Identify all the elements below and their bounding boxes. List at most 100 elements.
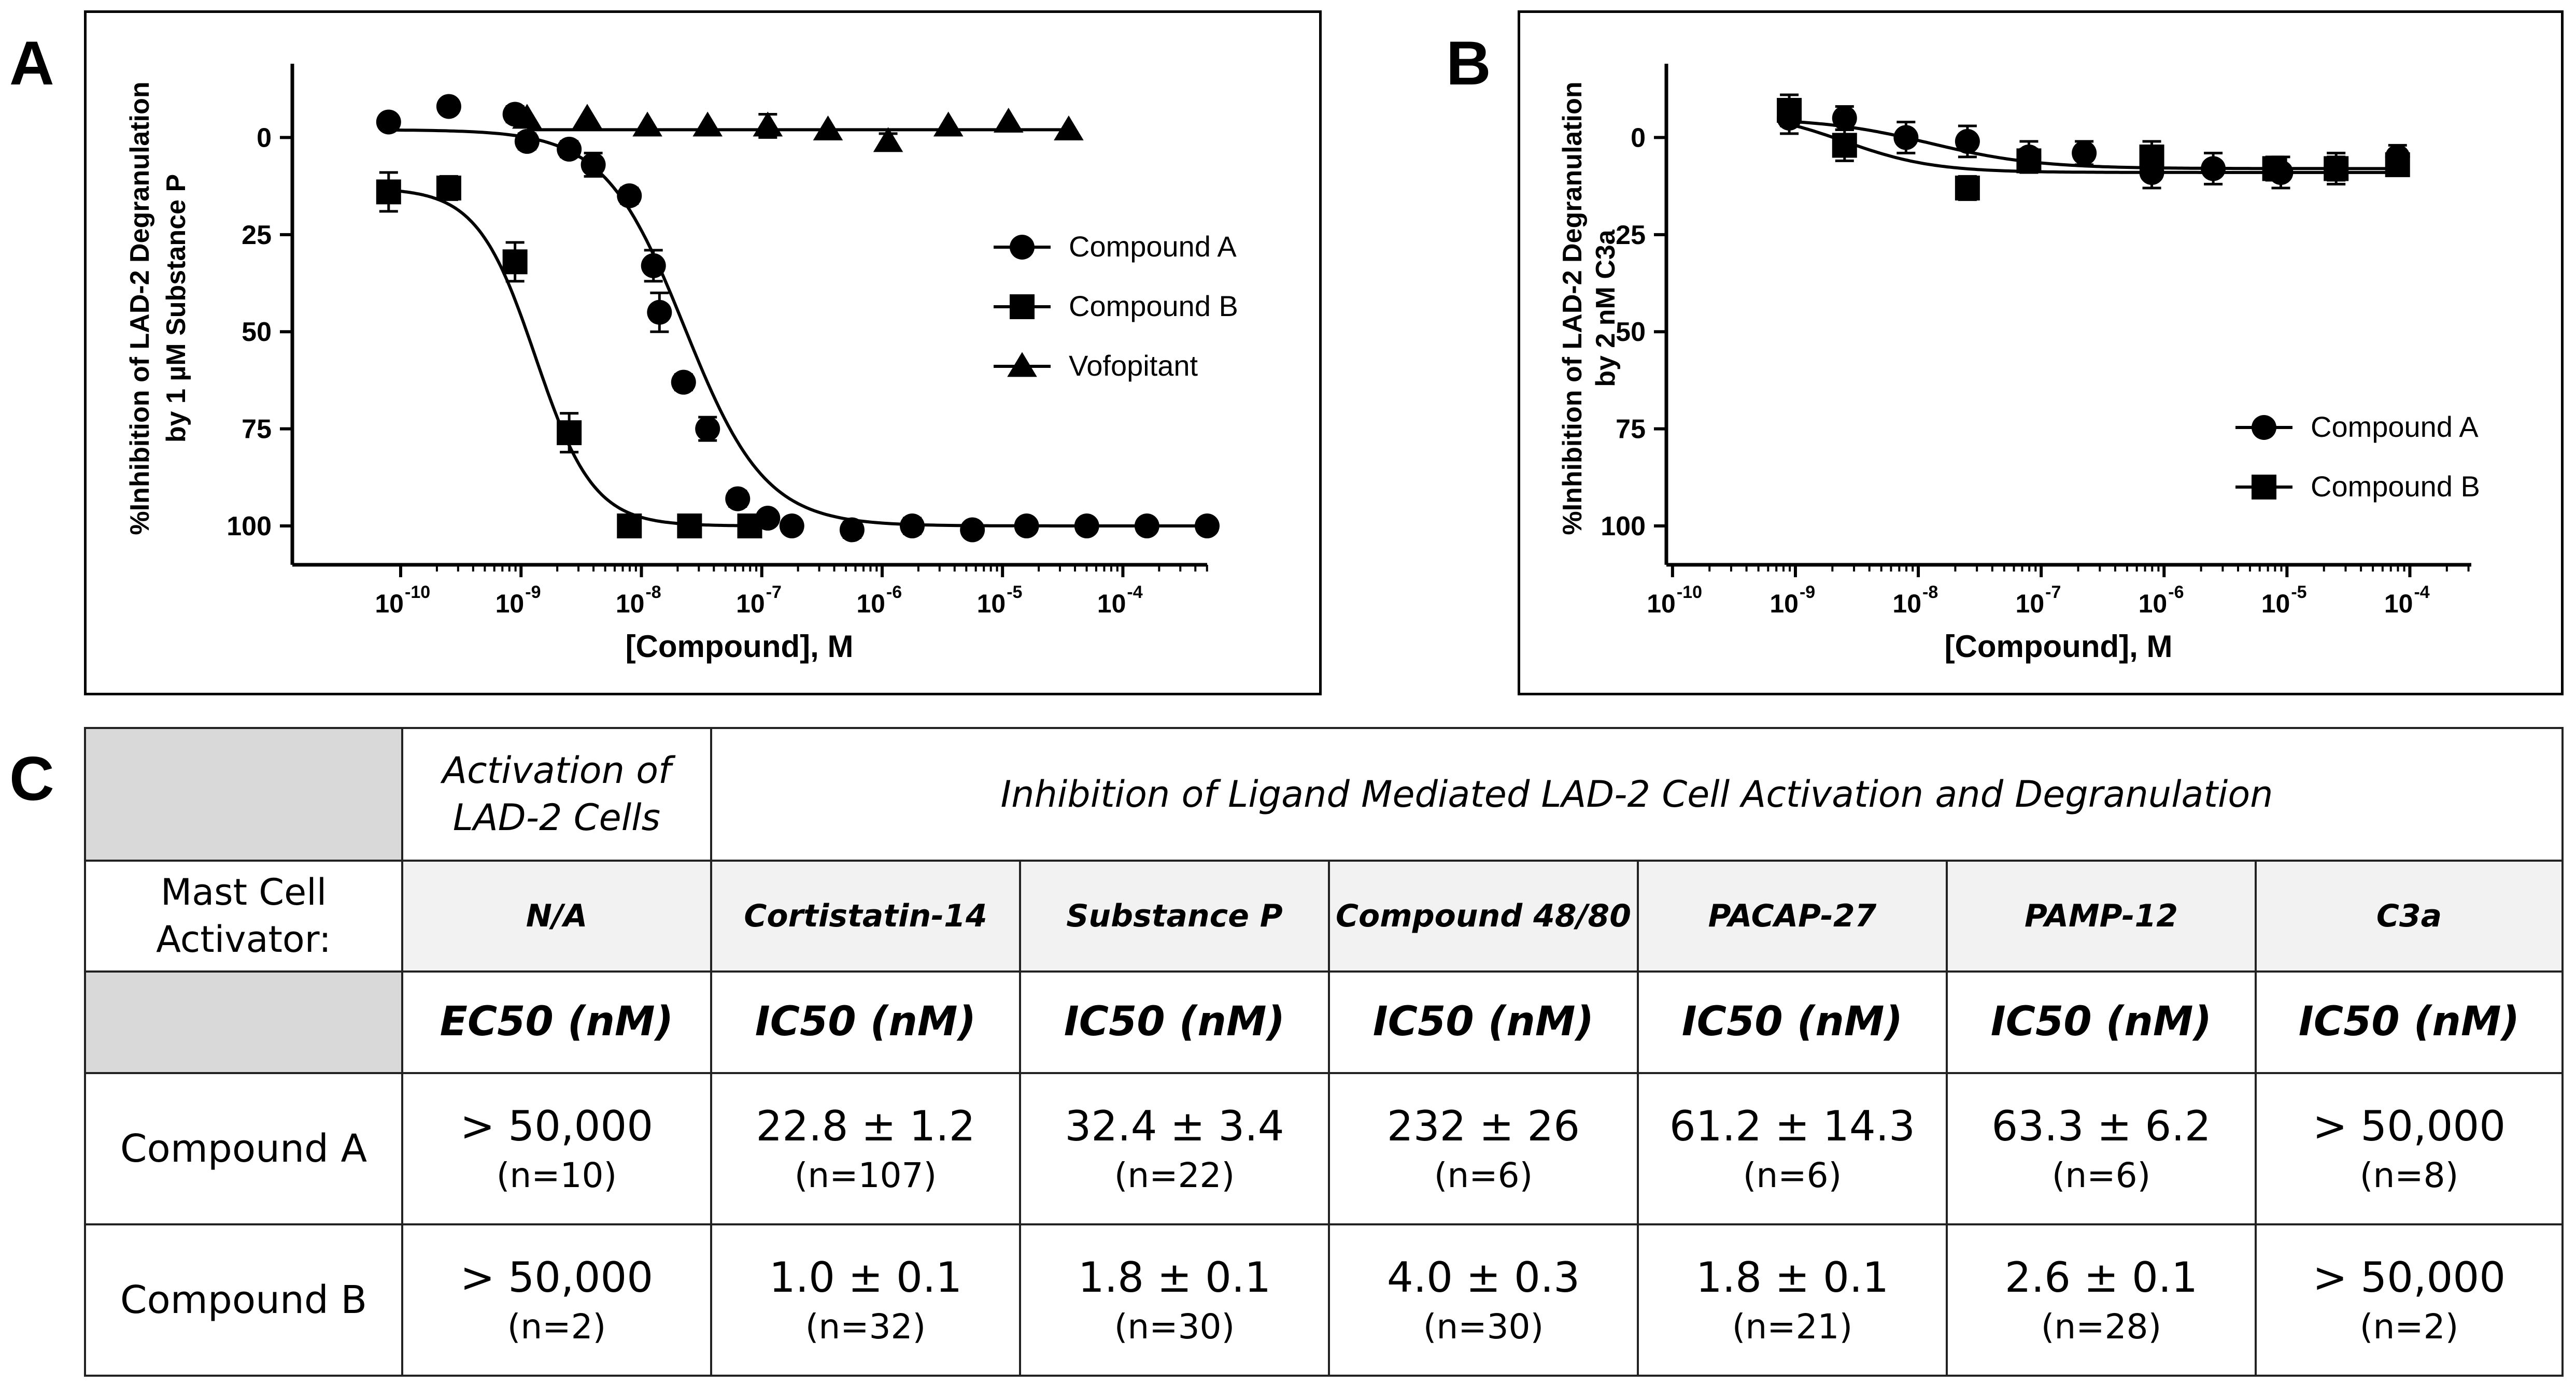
- data-point-triangle: [994, 107, 1024, 133]
- data-point-square: [2385, 152, 2410, 177]
- table-cell: 1.0 ± 0.1 (n=32): [710, 1223, 1021, 1377]
- y-tick-label: 25: [1616, 220, 1646, 250]
- y-tick-label: 100: [227, 511, 272, 541]
- data-point-circle: [1014, 513, 1039, 539]
- table-cell: 232 ± 26 (n=6): [1328, 1072, 1639, 1225]
- activator-cell: Substance P: [1019, 860, 1330, 973]
- data-point-triangle: [1054, 115, 1084, 140]
- y-tick-label: 0: [257, 123, 272, 153]
- x-tick-exponent: -5: [1007, 582, 1022, 602]
- data-point-square: [2016, 148, 2042, 174]
- x-tick-exponent: -6: [886, 582, 902, 602]
- legend-label: Compound B: [1069, 290, 1238, 322]
- activator-cell: PACAP-27: [1637, 860, 1948, 973]
- x-tick-label: 10: [375, 589, 404, 618]
- results-table: Activation of LAD-2 Cells Inhibition of …: [84, 727, 2564, 1377]
- data-point-triangle: [753, 111, 783, 137]
- x-tick-label: 10: [1892, 589, 1921, 618]
- data-point-circle: [436, 94, 461, 119]
- data-point-circle: [647, 299, 672, 325]
- y-axis-title-line1: %Inhibition of LAD-2 Degranulation: [1558, 81, 1588, 535]
- data-point-triangle: [512, 104, 542, 129]
- empty-units-cell: [84, 970, 403, 1074]
- unit-cell: IC50 (nM): [2254, 970, 2564, 1074]
- y-tick-label: 25: [242, 220, 272, 250]
- data-point-circle: [581, 152, 606, 177]
- table-cell: 61.2 ± 14.3 (n=6): [1637, 1072, 1948, 1225]
- activator-cell: N/A: [401, 860, 712, 973]
- panel-label-b: B: [1446, 28, 1491, 98]
- table-cell: > 50,000 (n=10): [401, 1072, 712, 1225]
- data-point-circle: [960, 517, 985, 542]
- y-tick-label: 50: [1616, 317, 1646, 347]
- x-axis-title: [Compound], M: [1945, 629, 2173, 664]
- x-tick-exponent: -4: [1127, 582, 1142, 602]
- x-axis-title: [Compound], M: [626, 629, 854, 664]
- data-point-circle: [617, 183, 642, 208]
- data-point-circle: [695, 416, 720, 441]
- table-cell: > 50,000 (n=8): [2254, 1072, 2564, 1225]
- x-tick-exponent: -4: [2414, 582, 2429, 602]
- data-point-triangle: [632, 111, 662, 137]
- legend-marker-circle: [2252, 415, 2276, 440]
- x-tick-label: 10: [496, 589, 525, 618]
- data-point-triangle: [572, 104, 602, 129]
- data-point-square: [2139, 144, 2164, 169]
- data-point-square: [737, 513, 762, 539]
- data-point-circle: [1832, 105, 1857, 131]
- x-tick-label: 10: [2384, 589, 2413, 618]
- unit-cell: EC50 (nM): [401, 970, 712, 1074]
- table-cell: > 50,000 (n=2): [2254, 1223, 2564, 1377]
- x-tick-exponent: -8: [1922, 582, 1938, 602]
- activation-header: Activation of LAD-2 Cells: [401, 727, 712, 862]
- legend-label: Compound A: [1069, 230, 1237, 263]
- data-point-circle: [779, 513, 804, 539]
- data-point-square: [2324, 156, 2349, 181]
- empty-corner-cell: [84, 727, 403, 862]
- activator-cell: PAMP-12: [1946, 860, 2257, 973]
- data-point-circle: [514, 128, 540, 154]
- x-tick-label: 10: [856, 589, 885, 618]
- data-point-circle: [725, 486, 751, 511]
- data-point-circle: [1893, 125, 1919, 150]
- x-tick-label: 10: [2139, 589, 2168, 618]
- data-point-circle: [1074, 513, 1099, 539]
- row-label: Compound B: [84, 1223, 403, 1377]
- legend-marker-square: [1010, 294, 1035, 319]
- data-point-square: [617, 513, 642, 539]
- legend-marker-circle: [1010, 235, 1035, 260]
- x-tick-label: 10: [1097, 589, 1126, 618]
- chart-b-frame: 0 25 50 75 100 10 -10 10 -9 10 -8 10 -7 10 -6 10 -5 10 -4[…: [1518, 10, 2564, 695]
- x-tick-exponent: -9: [525, 582, 541, 602]
- x-tick-exponent: -10: [405, 582, 430, 602]
- x-tick-exponent: -7: [2045, 582, 2061, 602]
- table-row: Compound A > 50,000 (n=10) 22.8 ± 1.2 (n=1…: [84, 1072, 2564, 1225]
- legend-label: Compound A: [2311, 410, 2479, 443]
- activator-cell: Cortistatin-14: [710, 860, 1021, 973]
- table-cell: 2.6 ± 0.1 (n=28): [1946, 1223, 2257, 1377]
- activator-label: Mast Cell Activator:: [84, 860, 403, 973]
- data-point-circle: [2072, 140, 2097, 166]
- table-cell: 4.0 ± 0.3 (n=30): [1328, 1223, 1639, 1377]
- x-tick-exponent: -9: [1800, 582, 1815, 602]
- unit-cell: IC50 (nM): [710, 970, 1021, 1074]
- table-cell: 1.8 ± 0.1 (n=30): [1019, 1223, 1330, 1377]
- data-point-triangle: [692, 111, 723, 137]
- data-point-circle: [1134, 513, 1159, 539]
- data-point-circle: [1955, 128, 1980, 154]
- data-point-square: [1777, 97, 1802, 123]
- data-point-square: [1955, 175, 1980, 201]
- table-cell: 32.4 ± 3.4 (n=22): [1019, 1072, 1330, 1225]
- y-axis-title-line1: %Inhibition of LAD-2 Degranulation: [125, 81, 155, 535]
- x-tick-exponent: -7: [766, 582, 782, 602]
- data-point-circle: [641, 253, 666, 278]
- table-row: Compound B > 50,000 (n=2) 1.0 ± 0.1 (n=32)…: [84, 1223, 2564, 1377]
- unit-cell: IC50 (nM): [1946, 970, 2257, 1074]
- x-tick-label: 10: [1647, 589, 1676, 618]
- data-point-circle: [2201, 156, 2226, 181]
- data-point-circle: [1195, 513, 1220, 539]
- x-tick-exponent: -8: [645, 582, 661, 602]
- units-row: EC50 (nM) IC50 (nM) IC50 (nM) IC50 (nM) …: [84, 970, 2564, 1074]
- x-tick-exponent: -6: [2168, 582, 2184, 602]
